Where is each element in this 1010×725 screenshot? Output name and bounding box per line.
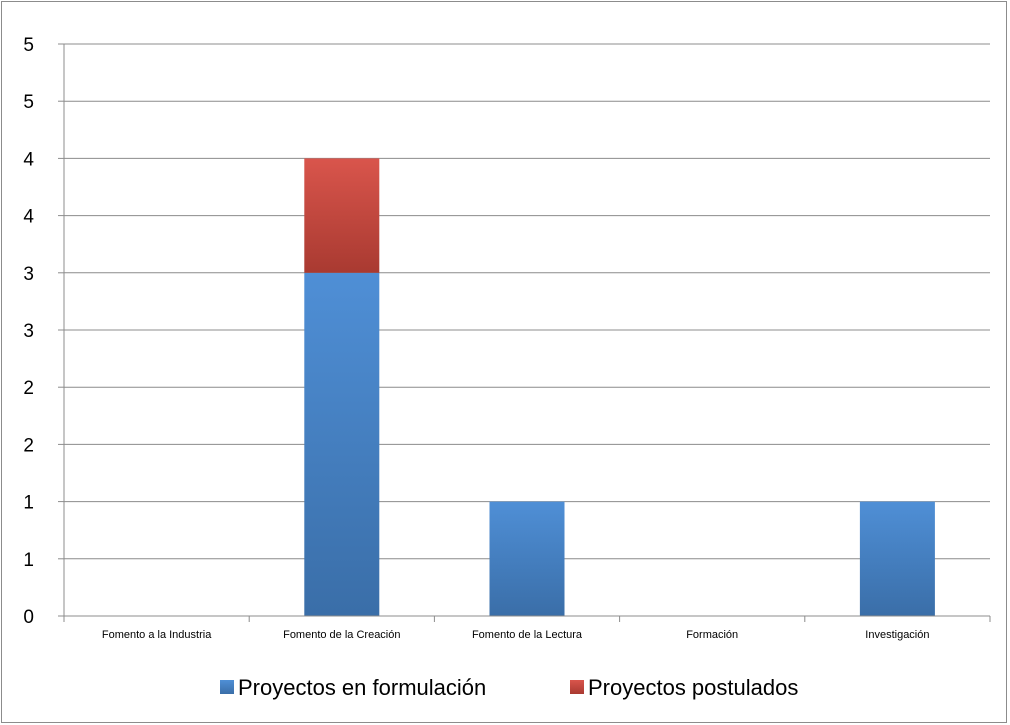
x-tick-label: Formación	[686, 629, 738, 641]
y-tick-label: 1	[23, 550, 34, 571]
bars	[304, 158, 935, 616]
bar-formulacion	[859, 501, 935, 616]
y-tick-label: 0	[23, 607, 34, 628]
legend-swatch	[220, 680, 234, 694]
y-tick-label: 2	[23, 435, 34, 456]
legend: Proyectos en formulación Proyectos postul…	[220, 675, 798, 700]
legend-label: Proyectos en formulación	[238, 675, 486, 700]
x-tick-label: Fomento a la Industria	[102, 629, 212, 641]
y-tick-label: 4	[23, 207, 34, 228]
axes	[58, 43, 991, 622]
x-tick-label: Fomento de la Creación	[283, 629, 400, 641]
y-tick-label: 5	[23, 35, 34, 56]
y-tick-labels: 0 1 1 2 2 3 3 4 4 5 5	[23, 35, 34, 628]
y-tick-label: 3	[23, 264, 34, 285]
y-tick-label: 3	[23, 321, 34, 342]
legend-label: Proyectos postulados	[588, 675, 798, 700]
x-tick-label: Investigación	[865, 629, 929, 641]
x-tick-label: Fomento de la Lectura	[472, 629, 583, 641]
bar-formulacion	[304, 272, 380, 616]
y-tick-label: 1	[23, 493, 34, 514]
gridlines	[64, 43, 990, 560]
y-tick-label: 4	[23, 149, 34, 170]
y-tick-label: 2	[23, 378, 34, 399]
y-tick-label: 5	[23, 92, 34, 113]
bar-formulacion	[489, 501, 565, 616]
legend-swatch	[570, 680, 584, 694]
x-tick-labels: Fomento a la Industria Fomento de la Crea…	[102, 629, 930, 641]
bar-postulados	[304, 158, 380, 273]
